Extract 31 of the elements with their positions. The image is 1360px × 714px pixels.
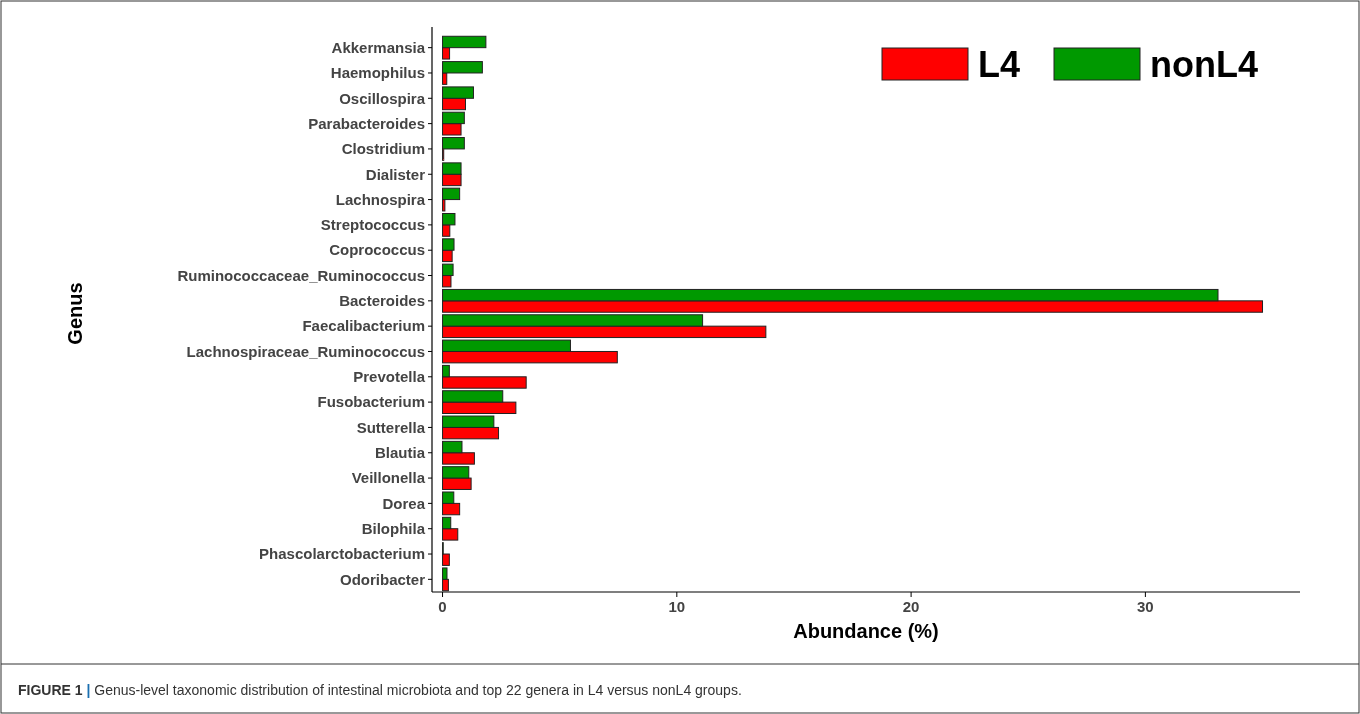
y-tick-label: Dialister	[365, 165, 426, 183]
legend-label: nonL4	[1150, 43, 1258, 85]
y-tick-label: Phascolarctobacterium	[259, 545, 425, 563]
y-tick-label: Akkermansia	[331, 38, 426, 56]
y-tick-label: Fusobacterium	[317, 393, 425, 411]
y-tick-label: Blautia	[374, 444, 426, 461]
y-tick-label: Clostridium	[341, 140, 425, 158]
y-tick-label: Veillonella	[351, 469, 426, 487]
y-tick-label: Dorea	[382, 494, 426, 512]
x-tick-label: 30	[1137, 598, 1154, 615]
x-tick-label: 20	[902, 598, 920, 615]
y-tick-label: Oscillospira	[339, 89, 426, 107]
y-tick-label: Lachnospira	[335, 190, 426, 208]
y-tick-label: Odoribacter	[339, 570, 426, 588]
y-tick-label: Bilophila	[361, 519, 426, 537]
y-tick-label: Parabacteroides	[308, 114, 425, 132]
x-axis-title: Abundance (%)	[793, 620, 939, 642]
y-tick-label: Streptococcus	[320, 216, 425, 234]
y-tick-label: Prevotella	[353, 368, 426, 386]
y-tick-label: Sutterella	[356, 418, 426, 436]
y-tick-label: Bacteroides	[339, 292, 425, 310]
caption: FIGURE 1 | Genus-level taxonomic distribution of intestinal microbiota and top 22 genera in L4 versus nonL4 groups.	[18, 682, 742, 698]
y-tick-label: Ruminococcaceae_Ruminococcus	[177, 266, 425, 284]
x-tick-label: 10	[668, 598, 686, 615]
legend-label: L4	[978, 43, 1021, 85]
x-tick-label: 0	[438, 598, 447, 615]
y-axis-title: Genus	[64, 282, 86, 345]
y-tick-label: Haemophilus	[330, 64, 425, 82]
y-tick-label: Coprococcus	[329, 241, 425, 259]
y-tick-label: Lachnospiraceae_Ruminococcus	[186, 342, 425, 360]
y-tick-label: Faecalibacterium	[302, 317, 425, 335]
